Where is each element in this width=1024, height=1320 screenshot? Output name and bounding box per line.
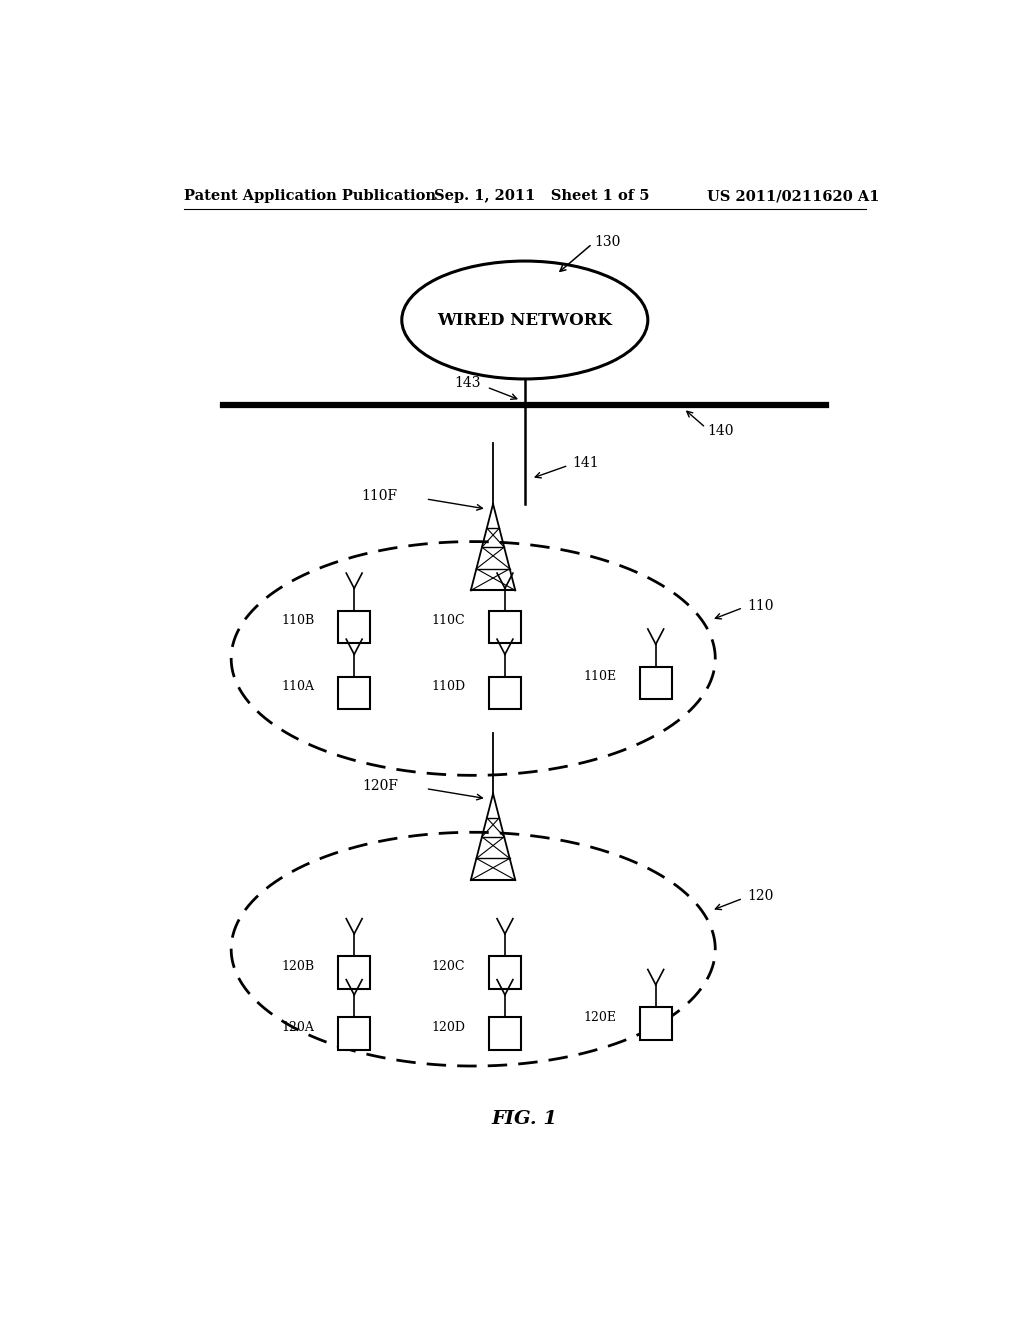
Text: 120A: 120A [282, 1020, 314, 1034]
Bar [338, 956, 370, 989]
Ellipse shape [401, 261, 648, 379]
Text: 110D: 110D [431, 680, 465, 693]
Bar [640, 1007, 672, 1040]
Text: 120B: 120B [282, 960, 314, 973]
Text: 110B: 110B [282, 614, 314, 627]
Text: Patent Application Publication: Patent Application Publication [183, 189, 435, 203]
Bar [489, 611, 521, 643]
Bar [338, 677, 370, 709]
Text: 130: 130 [595, 235, 621, 248]
Text: 110C: 110C [432, 614, 465, 627]
Bar [489, 1018, 521, 1049]
Text: 120F: 120F [361, 779, 397, 792]
Text: 120: 120 [748, 890, 773, 903]
Text: 110E: 110E [583, 671, 616, 684]
Text: 110: 110 [748, 598, 773, 612]
Text: Sep. 1, 2011   Sheet 1 of 5: Sep. 1, 2011 Sheet 1 of 5 [433, 189, 649, 203]
Text: WIRED NETWORK: WIRED NETWORK [437, 312, 612, 329]
Bar [338, 611, 370, 643]
Bar [338, 1018, 370, 1049]
Text: 120E: 120E [583, 1011, 616, 1024]
Text: 110A: 110A [282, 680, 314, 693]
Text: 120D: 120D [431, 1020, 465, 1034]
Text: 110F: 110F [361, 488, 397, 503]
Bar [489, 956, 521, 989]
Text: FIG. 1: FIG. 1 [492, 1110, 558, 1127]
Text: 141: 141 [572, 457, 599, 470]
Bar [640, 667, 672, 700]
Bar [489, 677, 521, 709]
Text: US 2011/0211620 A1: US 2011/0211620 A1 [708, 189, 880, 203]
Text: 120C: 120C [432, 960, 465, 973]
Text: 140: 140 [708, 424, 734, 438]
Text: 143: 143 [455, 376, 481, 389]
